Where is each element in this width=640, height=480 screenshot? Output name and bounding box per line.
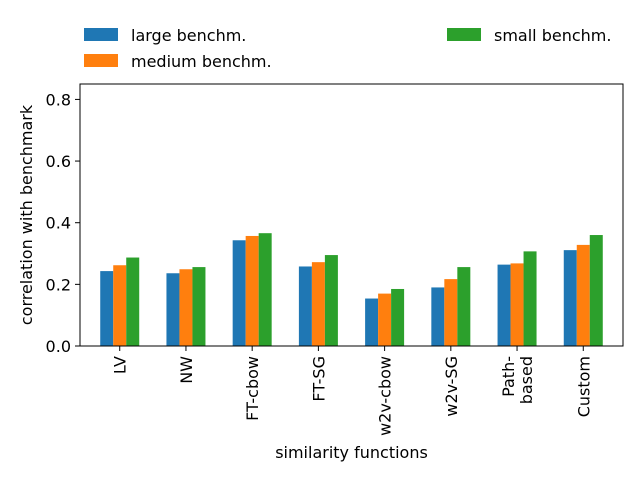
bar-3-4: [324, 255, 338, 346]
y-tick-label: 0.2: [46, 275, 71, 294]
bar-2-5: [378, 293, 392, 346]
bar-3-8: [589, 235, 603, 346]
bar-2-1: [113, 265, 127, 346]
legend: large benchm. medium benchm. small benchm.: [84, 26, 611, 71]
x-tick-label: NW: [177, 356, 196, 384]
bar-1-8: [563, 250, 577, 346]
plot-frame: [79, 83, 624, 347]
y-axis-title: correlation with benchmark: [17, 104, 36, 325]
bar-3-1: [126, 257, 140, 346]
x-tick-label: Path-based: [499, 356, 536, 404]
legend-label-1: large benchm.: [131, 26, 246, 45]
x-tick-label: w2v-cbow: [376, 356, 395, 436]
bar-2-2: [179, 269, 193, 346]
bar-2-6: [444, 279, 458, 346]
bar-1-5: [365, 298, 379, 346]
y-tick-label: 0.6: [46, 152, 71, 171]
x-tick-label: Custom: [574, 356, 593, 417]
bar-3-7: [523, 251, 537, 346]
legend-swatch-2: [84, 54, 118, 67]
bar-2-7: [510, 263, 524, 346]
bar-1-7: [497, 264, 511, 346]
bar-1-1: [100, 271, 114, 346]
bar-1-2: [166, 273, 180, 346]
bars-group: [100, 233, 603, 346]
bar-1-4: [298, 266, 312, 346]
x-tick-label: FT-cbow: [243, 356, 262, 421]
y-tick-label: 0.8: [46, 90, 71, 109]
bar-3-2: [192, 267, 206, 346]
x-axis: LV NW FT-cbow FT-SG w2v-cbow w2v-SG Path-based…: [111, 346, 593, 436]
bar-3-5: [391, 288, 405, 346]
x-tick-label: LV: [111, 356, 130, 374]
legend-label-3: small benchm.: [494, 26, 611, 45]
x-axis-title: similarity functions: [275, 443, 428, 462]
legend-swatch-3: [447, 28, 481, 41]
y-tick-label: 0.0: [46, 337, 71, 356]
bar-1-6: [431, 287, 445, 346]
bar-2-3: [245, 235, 259, 346]
x-tick-label: w2v-SG: [442, 356, 461, 417]
legend-swatch-1: [84, 28, 118, 41]
bar-1-3: [232, 240, 246, 346]
bar-2-4: [311, 262, 325, 346]
y-tick-label: 0.4: [46, 214, 71, 233]
y-axis: 0.0 0.2 0.4 0.6 0.8: [46, 90, 80, 356]
bar-2-8: [576, 244, 590, 346]
x-tick-label: FT-SG: [309, 356, 328, 402]
bar-3-3: [258, 233, 272, 346]
bar-3-6: [457, 267, 471, 346]
legend-label-2: medium benchm.: [131, 52, 272, 71]
